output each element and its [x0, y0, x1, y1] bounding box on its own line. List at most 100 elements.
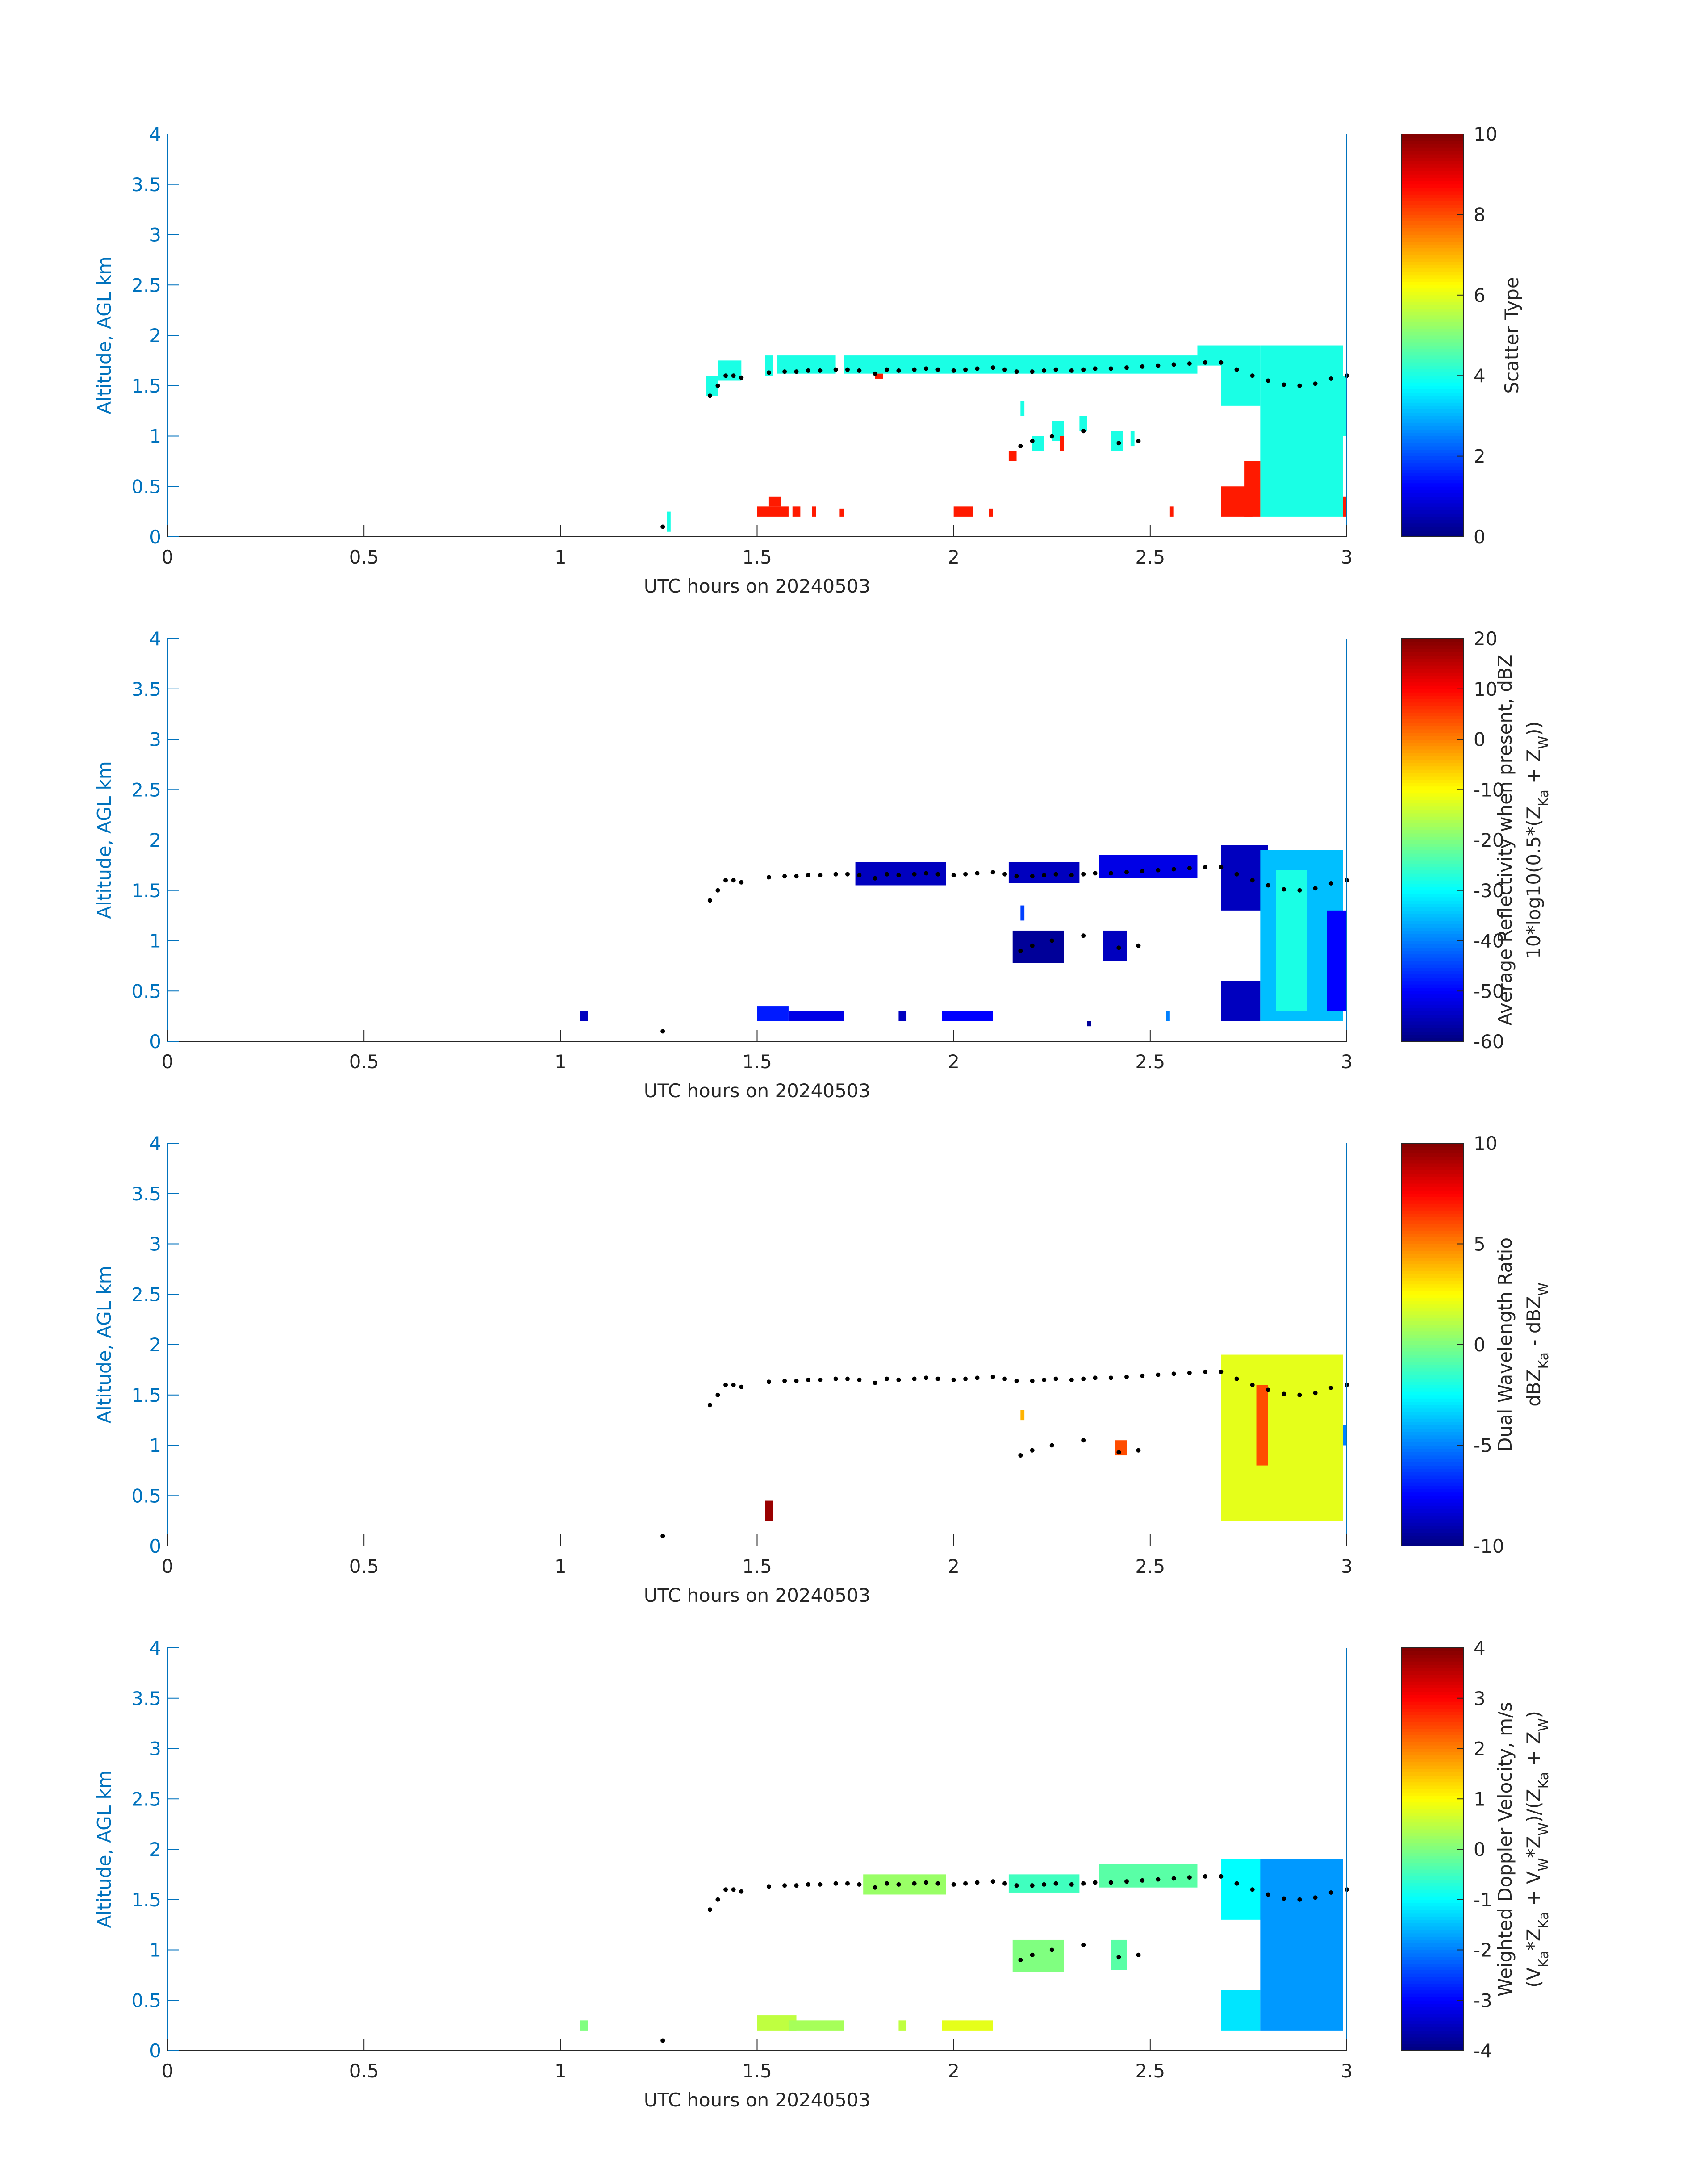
colorbar-segment — [1401, 927, 1464, 931]
colorbar-segment — [1401, 1190, 1464, 1194]
marker-point — [1069, 368, 1074, 373]
colorbar-segment — [1401, 819, 1464, 823]
marker-point — [935, 1881, 940, 1886]
colorbar-segment — [1401, 191, 1464, 195]
cell — [1111, 431, 1123, 451]
colorbar-segment — [1401, 2020, 1464, 2024]
colorbar-segment — [1401, 1960, 1464, 1964]
colorbar-segment — [1401, 359, 1464, 363]
cell — [1169, 506, 1174, 517]
marker-point — [1187, 1371, 1192, 1375]
colorbar-tick-label: 0 — [1474, 1839, 1486, 1860]
marker-point — [731, 1887, 736, 1892]
label-part: + Z — [1523, 749, 1545, 790]
colorbar-segment — [1401, 489, 1464, 493]
colorbar-segment — [1401, 846, 1464, 851]
colorbar-segment — [1401, 897, 1464, 901]
colorbar-segment — [1401, 1893, 1464, 1897]
colorbar-segment — [1401, 1872, 1464, 1876]
colorbar-segment — [1401, 516, 1464, 520]
colorbar-segment — [1401, 997, 1464, 1002]
marker-point — [873, 876, 877, 881]
colorbar-segment — [1401, 194, 1464, 198]
colorbar-segment — [1401, 1187, 1464, 1191]
colorbar-tick-label: -3 — [1474, 1989, 1492, 2011]
marker-point — [896, 873, 901, 877]
colorbar-label: Weighted Doppler Velocity, m/s — [1494, 1702, 1516, 1997]
colorbar-segment — [1401, 1381, 1464, 1385]
marker-point — [1030, 369, 1035, 374]
colorbar-segment — [1401, 157, 1464, 161]
marker-point — [1018, 1453, 1023, 1458]
colorbar-segment — [1401, 712, 1464, 716]
colorbar-segment — [1401, 672, 1464, 676]
colorbar-segment — [1401, 1213, 1464, 1217]
colorbar-segment — [1401, 1741, 1464, 1746]
colorbar-segment — [1401, 1681, 1464, 1685]
colorbar-segment — [1401, 1021, 1464, 1025]
colorbar-segment — [1401, 291, 1464, 296]
marker-point — [857, 1377, 862, 1382]
colorbar-segment — [1401, 355, 1464, 359]
colorbar-segment — [1401, 735, 1464, 740]
marker-point — [845, 367, 850, 372]
marker-point — [766, 1884, 771, 1889]
colorbar-segment — [1401, 1143, 1464, 1147]
marker-point — [1234, 872, 1239, 877]
colorbar-segment — [1401, 1832, 1464, 1836]
marker-point — [1081, 429, 1086, 434]
colorbar-segment — [1401, 1725, 1464, 1729]
cell — [875, 373, 883, 379]
marker-point — [766, 875, 771, 880]
marker-point — [975, 366, 980, 371]
colorbar-segment — [1401, 389, 1464, 393]
cell — [1260, 345, 1343, 517]
colorbar-segment — [1401, 1505, 1464, 1509]
marker-point — [963, 1881, 968, 1886]
colorbar-segment — [1401, 1017, 1464, 1022]
colorbar-segment — [1401, 1284, 1464, 1288]
colorbar-tick-label: 0 — [1474, 1334, 1486, 1356]
marker-point — [951, 1377, 956, 1382]
marker-point — [885, 367, 889, 372]
colorbar-segment — [1401, 476, 1464, 480]
colorbar-segment — [1401, 746, 1464, 750]
marker-point — [1203, 360, 1208, 365]
colorbar-segment — [1401, 167, 1464, 171]
x-tick-label: 1.5 — [742, 2060, 772, 2082]
colorbar-tick-label: 3 — [1474, 1688, 1486, 1709]
colorbar-segment — [1401, 1317, 1464, 1321]
colorbar-segment — [1401, 456, 1464, 460]
y-tick-label: 2.5 — [131, 779, 161, 801]
colorbar-segment — [1401, 268, 1464, 272]
y-axis-label: Altitude, AGL km — [93, 761, 115, 919]
colorbar-tick-label: -50 — [1474, 980, 1504, 1002]
colorbar-segment — [1401, 147, 1464, 151]
colorbar-tick-label: 5 — [1474, 1233, 1486, 1255]
cell — [580, 1011, 588, 1021]
colorbar-segment — [1401, 311, 1464, 316]
colorbar-segment — [1401, 342, 1464, 346]
marker-point — [1081, 367, 1086, 372]
colorbar-segment — [1401, 1990, 1464, 1994]
colorbar-tick-label: 10 — [1474, 1132, 1497, 1154]
marker-point — [1328, 1890, 1333, 1895]
colorbar-segment — [1401, 1738, 1464, 1742]
colorbar-tick-label: -2 — [1474, 1939, 1492, 1961]
colorbar-tick-label: -40 — [1474, 930, 1504, 952]
colorbar-segment — [1401, 685, 1464, 689]
label-part: + V — [1523, 1871, 1545, 1912]
marker-point — [990, 870, 995, 875]
colorbar-segment — [1401, 1014, 1464, 1018]
colorbar-tick-label: -30 — [1474, 880, 1504, 902]
colorbar-segment — [1401, 890, 1464, 894]
colorbar-segment — [1401, 472, 1464, 477]
colorbar-segment — [1401, 1708, 1464, 1712]
colorbar-segment — [1401, 1250, 1464, 1254]
colorbar-segment — [1401, 251, 1464, 255]
colorbar-segment — [1401, 658, 1464, 663]
colorbar-segment — [1401, 1391, 1464, 1396]
marker-point — [1053, 367, 1058, 372]
colorbar-segment — [1401, 1291, 1464, 1295]
x-axis-label: UTC hours on 20240503 — [644, 575, 871, 597]
